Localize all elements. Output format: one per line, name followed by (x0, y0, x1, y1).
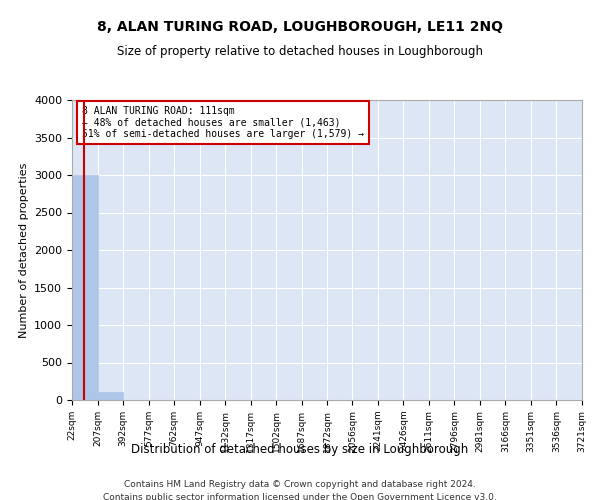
Bar (72, 175, 98, 400)
Bar (98, 392, 123, 400)
Text: Size of property relative to detached houses in Loughborough: Size of property relative to detached ho… (117, 45, 483, 58)
Text: 8 ALAN TURING ROAD: 111sqm
← 48% of detached houses are smaller (1,463)
51% of s: 8 ALAN TURING ROAD: 111sqm ← 48% of deta… (82, 106, 364, 139)
Y-axis label: Number of detached properties: Number of detached properties (19, 162, 29, 338)
Text: 8, ALAN TURING ROAD, LOUGHBOROUGH, LE11 2NQ: 8, ALAN TURING ROAD, LOUGHBOROUGH, LE11 … (97, 20, 503, 34)
Text: Contains public sector information licensed under the Open Government Licence v3: Contains public sector information licen… (103, 492, 497, 500)
Text: Distribution of detached houses by size in Loughborough: Distribution of detached houses by size … (131, 442, 469, 456)
Text: Contains HM Land Registry data © Crown copyright and database right 2024.: Contains HM Land Registry data © Crown c… (124, 480, 476, 489)
